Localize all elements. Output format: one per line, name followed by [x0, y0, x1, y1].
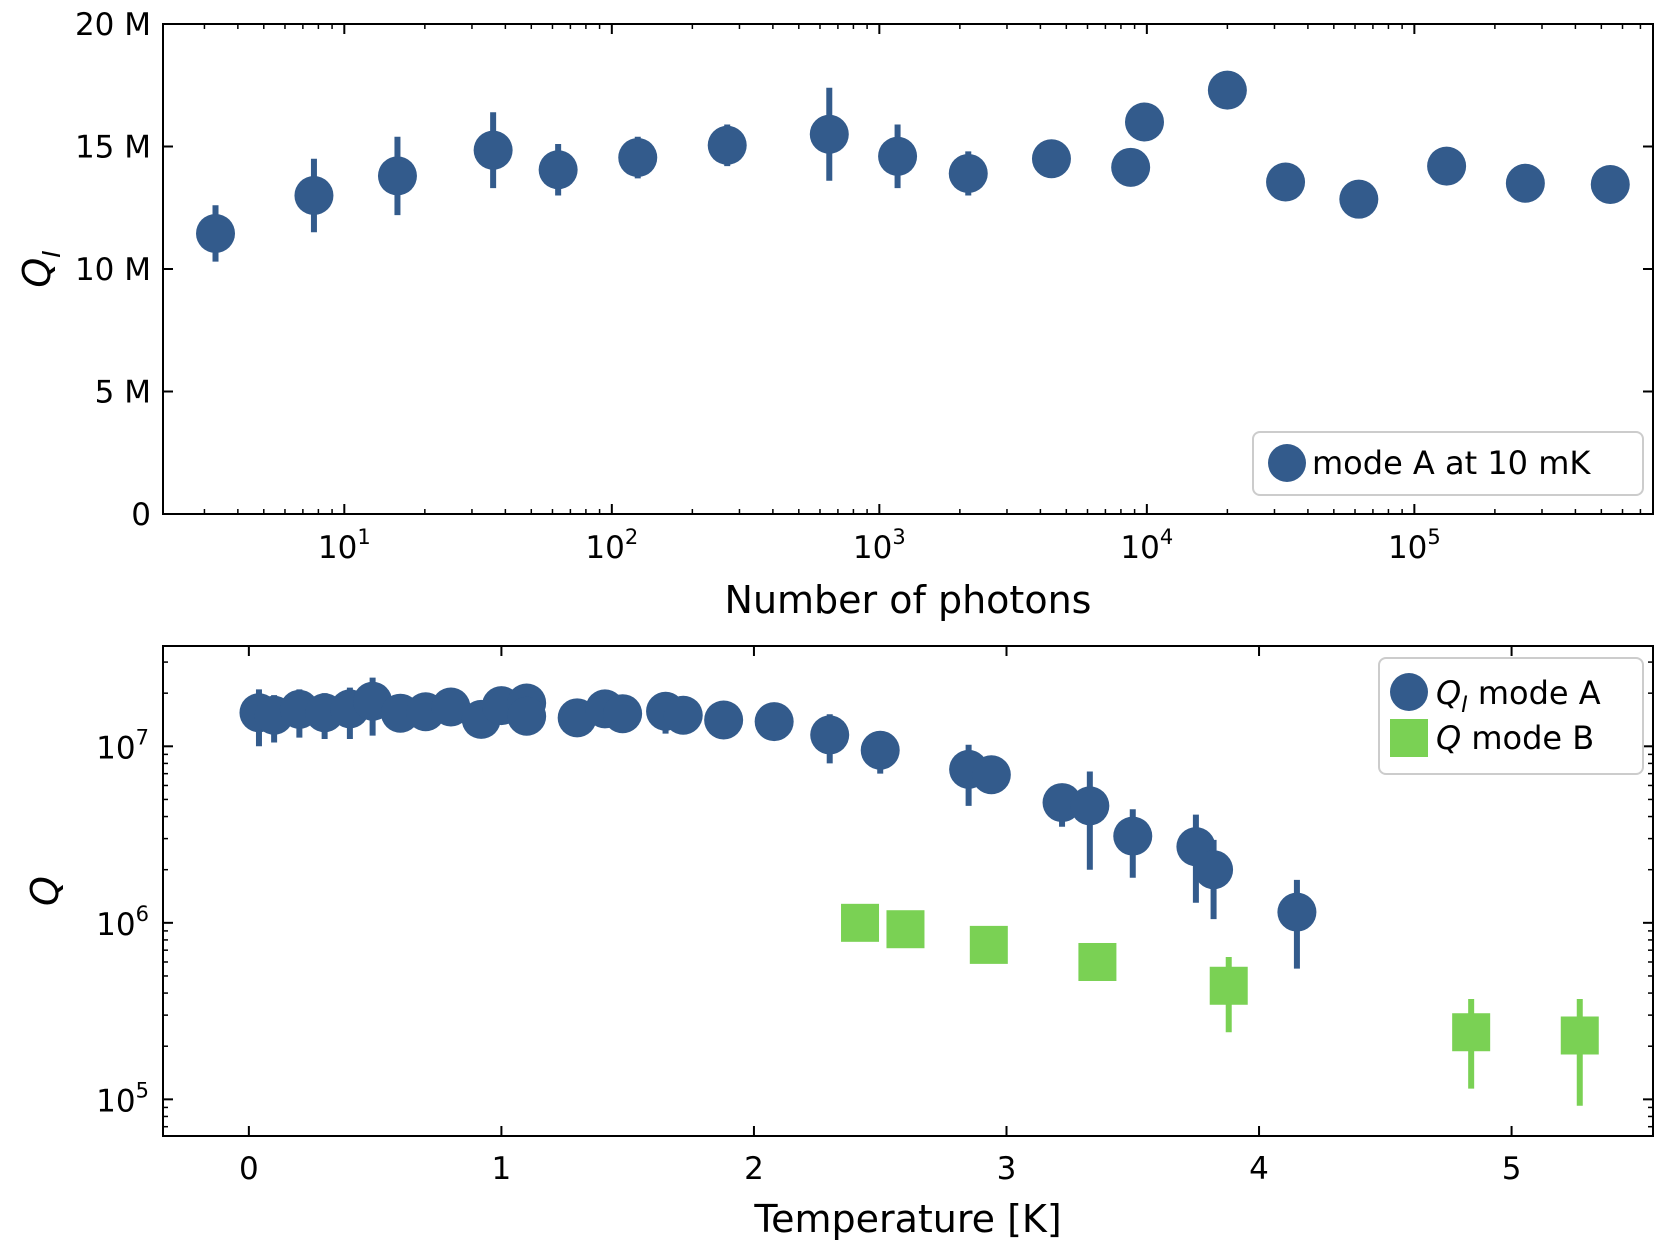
bottom-data-point-mode-a: [663, 695, 703, 735]
bottom-data-point-mode-b: [1452, 1013, 1491, 1052]
top-y-ticks: 0 5 M 10 M 15 M 20 M: [75, 7, 1653, 533]
top-y-tick-label: 20 M: [75, 7, 151, 43]
top-data-marks: [196, 70, 1630, 262]
bottom-data-point-mode-a: [860, 730, 900, 770]
top-x-tick-label: 101: [318, 525, 371, 566]
bottom-x-tick-label: 4: [1249, 1151, 1269, 1187]
top-data-point: [1207, 70, 1247, 110]
bottom-legend-label-mode-b: Q mode B: [1436, 719, 1594, 757]
bottom-x-tick-label: 1: [492, 1151, 512, 1187]
top-data-point: [948, 153, 988, 193]
bottom-data-point-mode-b: [841, 903, 880, 942]
top-data-point: [1031, 139, 1071, 179]
top-chart-panel: 0 5 M 10 M 15 M 20 M 101 102 103 104 105 QI Numb…: [15, 7, 1654, 622]
bottom-y-axis-title: Q: [23, 876, 67, 906]
top-legend-label-mode-a: mode A at 10 mK: [1312, 444, 1591, 482]
bottom-data-point-mode-b: [1209, 966, 1248, 1005]
bottom-data-point-mode-b: [886, 910, 925, 949]
top-x-axis-title: Number of photons: [725, 578, 1092, 622]
bottom-x-tick-label: 2: [744, 1151, 764, 1187]
bottom-data-point-mode-a: [754, 702, 794, 742]
top-x-tick-label: 104: [1120, 525, 1173, 566]
bottom-data-point-mode-a: [971, 755, 1011, 795]
top-data-point: [196, 213, 236, 253]
bottom-chart-panel: 105 106 107 0 1 2 3 4 5 Q Temperature [K] QI mo…: [23, 645, 1654, 1241]
bottom-legend-marker-mode-b: [1390, 719, 1428, 757]
bottom-legend: QI mode A Q mode B: [1378, 657, 1644, 775]
top-y-tick-label: 15 M: [75, 130, 151, 166]
bottom-data-point-mode-a: [1070, 786, 1110, 826]
bottom-data-point-mode-a: [431, 687, 471, 727]
bottom-x-axis-title: Temperature [K]: [753, 1197, 1061, 1241]
bottom-plot-frame: [162, 645, 1654, 1137]
bottom-data-point-mode-a: [704, 700, 744, 740]
top-data-point: [294, 176, 334, 215]
bottom-data-point-mode-a: [1277, 892, 1317, 932]
top-x-tick-label: 102: [585, 525, 638, 566]
bottom-legend-marker-mode-a: [1390, 673, 1428, 711]
top-data-point: [1339, 179, 1379, 219]
top-x-ticks: 101 102 103 104 105: [203, 24, 1642, 566]
bottom-data-point-mode-b: [969, 925, 1008, 964]
top-x-tick-label: 103: [853, 525, 906, 566]
bottom-data-point-mode-b: [1078, 942, 1117, 981]
bottom-x-tick-label: 3: [997, 1151, 1017, 1187]
top-data-point: [377, 156, 417, 196]
top-data-point: [473, 130, 513, 170]
bottom-y-ticks: 105 106 107: [96, 661, 1653, 1128]
bottom-y-tick-label: 106: [96, 902, 149, 943]
bottom-data-marks: [239, 677, 1599, 1106]
bottom-y-tick-label: 107: [96, 725, 149, 766]
bottom-data-point-mode-a: [603, 694, 643, 734]
top-legend-marker-mode-a: [1268, 444, 1306, 482]
top-data-point: [1266, 162, 1306, 202]
top-data-point: [1124, 102, 1164, 142]
top-y-tick-label: 5 M: [95, 375, 151, 411]
bottom-x-ticks: 0 1 2 3 4 5: [239, 646, 1521, 1187]
bottom-data-point-mode-a: [1113, 816, 1153, 856]
top-data-point: [1111, 147, 1151, 187]
bottom-data-point-mode-a: [1194, 850, 1234, 890]
top-data-point: [1505, 163, 1545, 203]
top-data-point: [618, 138, 658, 178]
top-data-point: [809, 114, 849, 154]
bottom-data-point-mode-a: [507, 696, 547, 736]
top-data-point: [1590, 164, 1630, 204]
top-legend: mode A at 10 mK: [1252, 431, 1644, 496]
top-data-point: [1427, 146, 1467, 186]
bottom-y-tick-label: 105: [96, 1078, 149, 1119]
bottom-x-tick-label: 0: [239, 1151, 259, 1187]
bottom-legend-box: [1378, 657, 1644, 775]
bottom-x-tick-label: 5: [1502, 1151, 1522, 1187]
top-y-tick-label: 10 M: [75, 252, 151, 288]
top-data-point: [878, 136, 918, 176]
top-data-point: [538, 150, 578, 190]
top-y-axis-title: QI: [15, 250, 66, 287]
bottom-data-point-mode-a: [810, 715, 850, 755]
top-data-point: [707, 125, 747, 165]
bottom-legend-label-mode-a: QI mode A: [1436, 674, 1601, 718]
top-legend-box: [1252, 431, 1644, 496]
bottom-data-point-mode-b: [1560, 1016, 1599, 1055]
top-x-tick-label: 105: [1388, 525, 1441, 566]
top-y-tick-label: 0: [131, 497, 151, 533]
